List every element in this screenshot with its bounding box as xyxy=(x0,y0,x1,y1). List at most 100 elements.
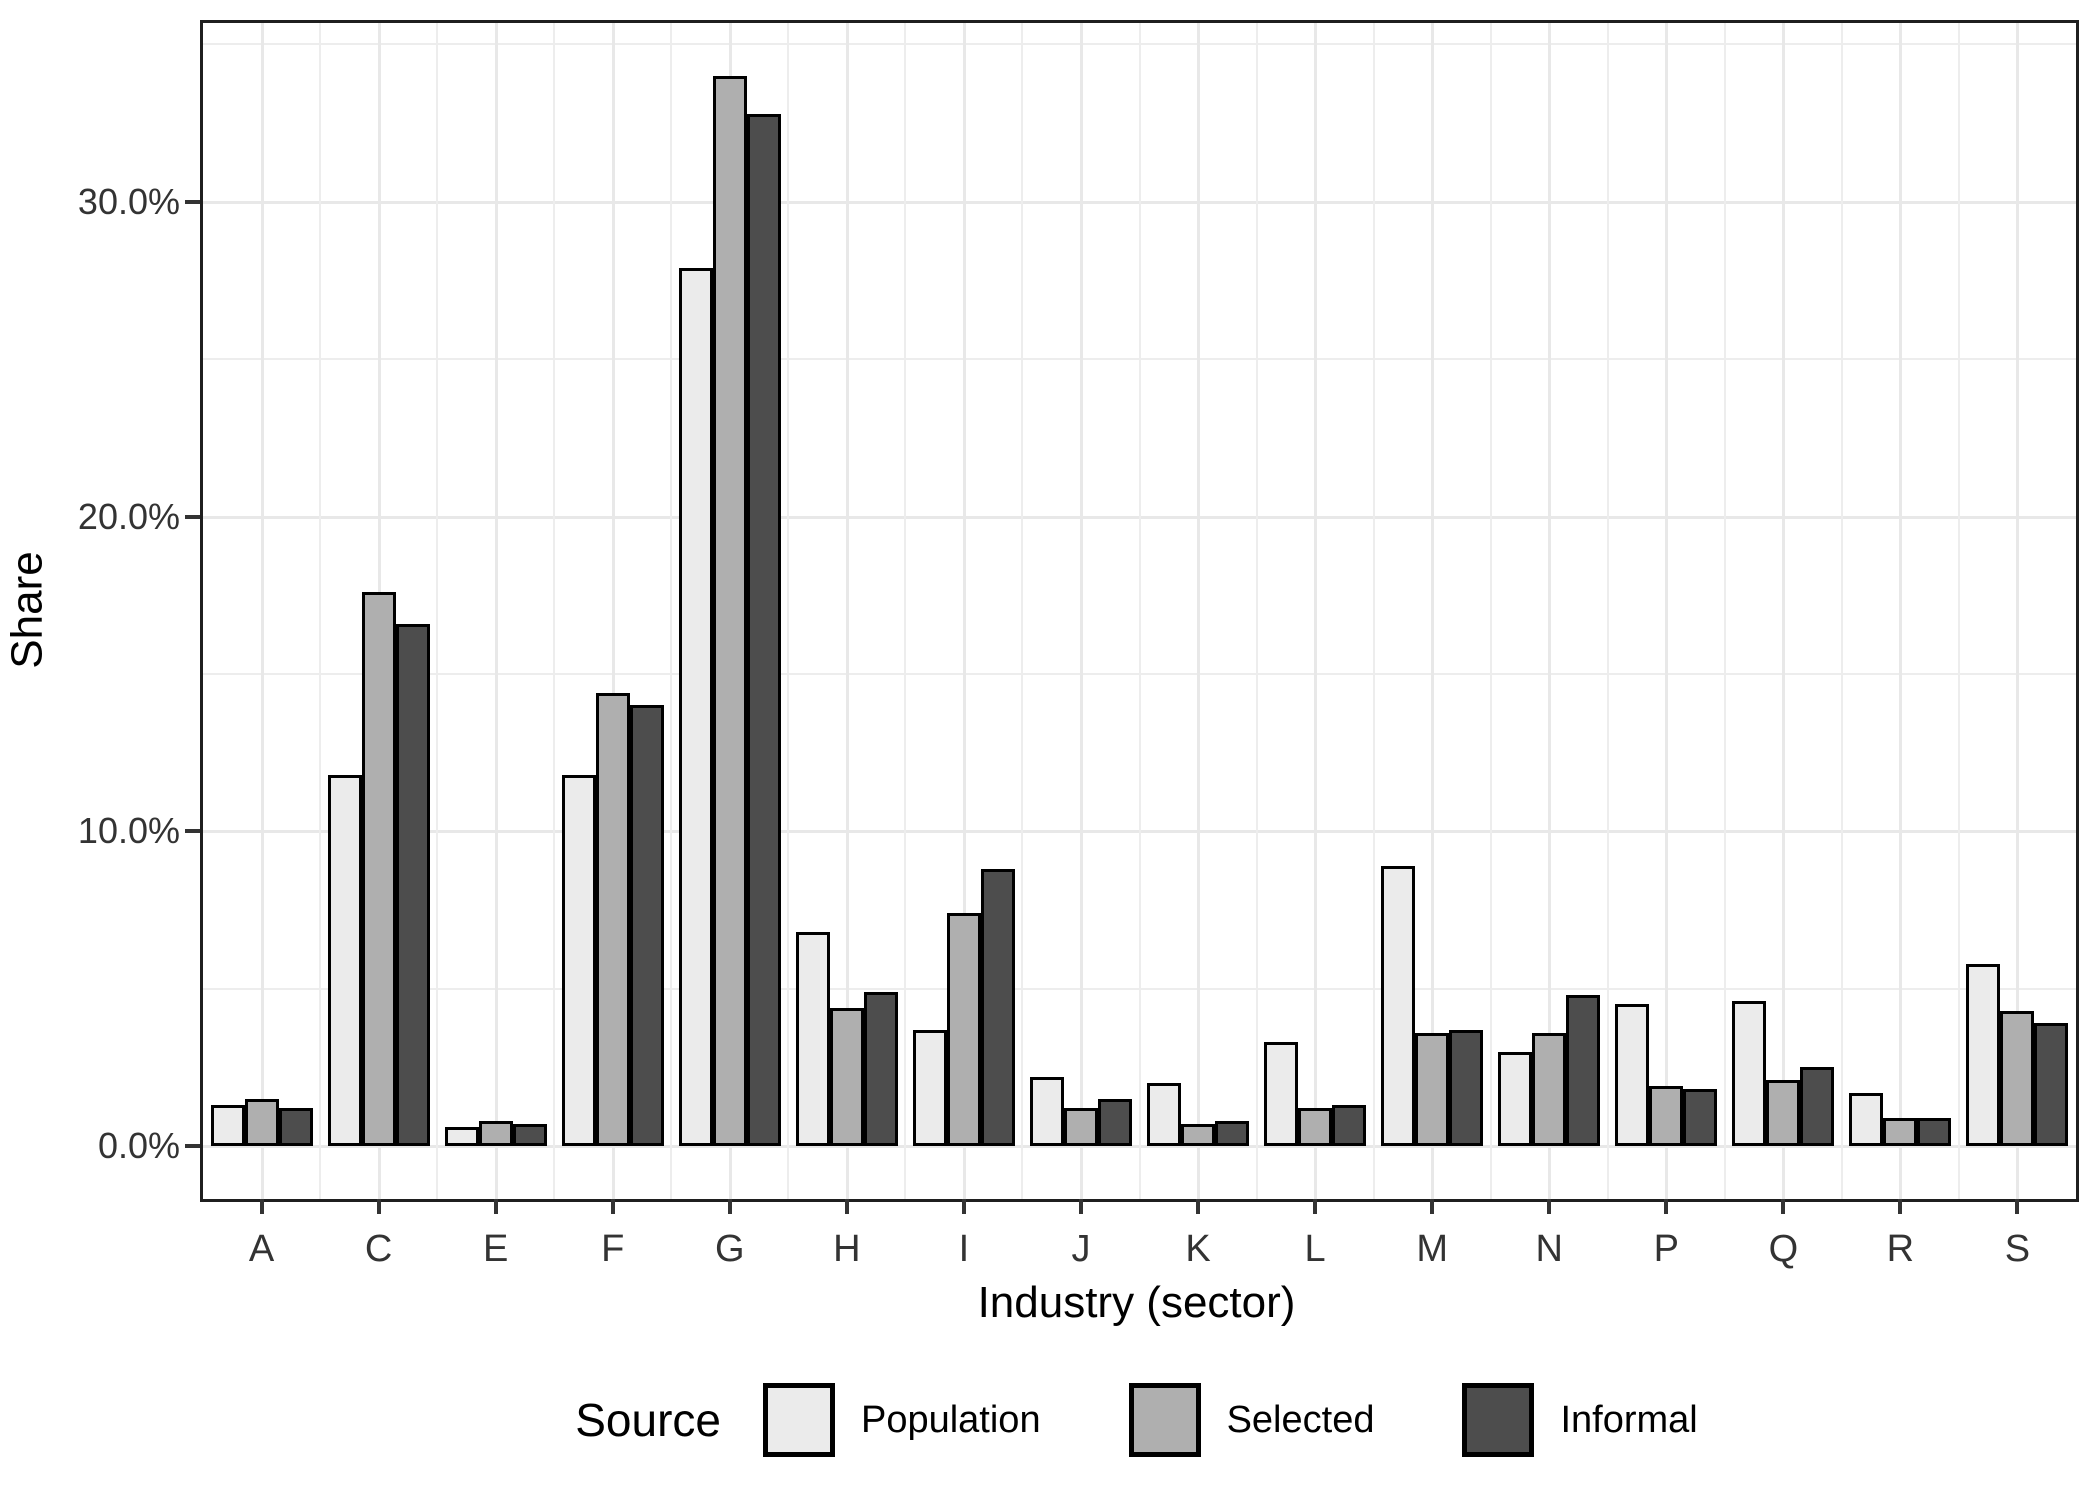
x-tick-label-I: I xyxy=(958,1228,970,1270)
bar-group-S xyxy=(1959,23,2076,1199)
y-tick-mark xyxy=(185,1144,200,1149)
bar-informal-A xyxy=(278,1108,313,1147)
bar-population-L xyxy=(1264,1042,1299,1147)
gridline-v-minor xyxy=(1138,23,1141,1199)
bar-group-J xyxy=(1022,23,1139,1199)
bar-selected-C xyxy=(361,592,396,1147)
bar-informal-F xyxy=(629,705,664,1147)
x-tick-mark xyxy=(1313,1199,1318,1214)
bar-selected-I xyxy=(946,913,981,1147)
bar-population-J xyxy=(1029,1076,1064,1147)
gridline-v-major xyxy=(1314,23,1318,1199)
x-tick-label-H: H xyxy=(833,1228,861,1270)
gridline-v-minor xyxy=(1606,23,1609,1199)
bar-population-Q xyxy=(1732,1001,1767,1147)
bar-informal-E xyxy=(512,1124,547,1147)
x-tick-label-G: G xyxy=(715,1228,745,1270)
x-tick-label-L: L xyxy=(1304,1228,1326,1270)
gridline-v-minor xyxy=(904,23,907,1199)
gridline-v-minor xyxy=(1723,23,1726,1199)
gridline-v-minor xyxy=(670,23,673,1199)
x-tick-label-C: C xyxy=(364,1228,393,1270)
bar-population-R xyxy=(1849,1092,1884,1147)
bar-informal-M xyxy=(1449,1029,1484,1147)
gridline-v-minor xyxy=(1372,23,1375,1199)
gridline-v-major xyxy=(260,23,264,1199)
x-tick-mark xyxy=(259,1199,264,1214)
bar-population-N xyxy=(1498,1051,1533,1147)
bar-population-F xyxy=(561,774,596,1147)
x-axis-title: Industry (sector) xyxy=(977,1278,1296,1327)
bar-selected-P xyxy=(1649,1086,1684,1147)
x-tick-label-R: R xyxy=(1886,1228,1915,1270)
bar-informal-K xyxy=(1215,1120,1250,1147)
bar-group-G xyxy=(671,23,788,1199)
bar-population-H xyxy=(795,932,830,1147)
bar-group-K xyxy=(1140,23,1257,1199)
bar-group-H xyxy=(788,23,905,1199)
x-tick-mark xyxy=(1196,1199,1201,1214)
bar-selected-J xyxy=(1063,1108,1098,1147)
bar-group-A xyxy=(203,23,320,1199)
bar-informal-L xyxy=(1332,1105,1367,1147)
bar-informal-R xyxy=(1917,1117,1952,1147)
x-tick-label-A: A xyxy=(248,1228,275,1270)
gridline-v-major xyxy=(1665,23,1669,1199)
gridline-v-minor xyxy=(1255,23,1258,1199)
x-tick-label-M: M xyxy=(1416,1228,1448,1270)
bar-population-A xyxy=(210,1105,245,1147)
bar-selected-S xyxy=(2000,1010,2035,1147)
x-tick-label-S: S xyxy=(2004,1228,2031,1270)
x-tick-label-F: F xyxy=(601,1228,625,1270)
gridline-v-major xyxy=(1899,23,1903,1199)
gridline-v-major xyxy=(1548,23,1552,1199)
gridline-v-minor xyxy=(553,23,556,1199)
gridline-v-major xyxy=(611,23,615,1199)
bar-informal-Q xyxy=(1800,1067,1835,1147)
y-axis-title-text: Share xyxy=(3,551,53,669)
legend-title: Source xyxy=(575,1394,721,1446)
bar-group-P xyxy=(1608,23,1725,1199)
x-tick-mark xyxy=(376,1199,381,1214)
legend-label-informal: Informal xyxy=(1560,1398,1698,1441)
y-tick-label: 0.0% xyxy=(97,1125,180,1167)
bar-selected-R xyxy=(1883,1117,1918,1147)
x-tick-mark xyxy=(1664,1199,1669,1214)
gridline-v-minor xyxy=(1840,23,1843,1199)
gridline-v-major xyxy=(1197,23,1201,1199)
gridline-v-minor xyxy=(319,23,322,1199)
gridline-v-minor xyxy=(1489,23,1492,1199)
bar-population-E xyxy=(444,1127,479,1147)
legend-key-selected xyxy=(1128,1383,1201,1457)
x-tick-label-Q: Q xyxy=(1768,1228,1799,1270)
y-tick-mark xyxy=(185,199,200,204)
legend-item-informal: Informal xyxy=(1462,1383,1698,1457)
bar-selected-M xyxy=(1415,1032,1450,1147)
bar-selected-N xyxy=(1532,1032,1567,1147)
x-tick-mark xyxy=(2015,1199,2020,1214)
bar-population-C xyxy=(327,774,362,1147)
bar-population-I xyxy=(912,1029,947,1147)
legend-key-population xyxy=(762,1383,835,1457)
legend-item-selected: Selected xyxy=(1128,1383,1375,1457)
x-tick-mark xyxy=(610,1199,615,1214)
legend-key-informal xyxy=(1462,1383,1535,1457)
bar-selected-K xyxy=(1181,1124,1216,1147)
gridline-v-major xyxy=(1079,23,1083,1199)
bar-population-G xyxy=(678,267,713,1147)
x-tick-mark xyxy=(961,1199,966,1214)
x-tick-mark xyxy=(844,1199,849,1214)
bar-informal-G xyxy=(746,113,781,1147)
x-tick-mark xyxy=(493,1199,498,1214)
bar-selected-E xyxy=(478,1120,513,1147)
bar-selected-L xyxy=(1298,1108,1333,1147)
x-tick-label-E: E xyxy=(482,1228,509,1270)
y-tick-mark xyxy=(185,514,200,519)
gridline-v-minor xyxy=(1957,23,1960,1199)
bar-group-F xyxy=(554,23,671,1199)
bar-informal-H xyxy=(863,991,898,1147)
y-tick-label: 20.0% xyxy=(77,495,180,537)
bar-informal-S xyxy=(2034,1023,2069,1147)
legend-label-selected: Selected xyxy=(1226,1398,1375,1441)
